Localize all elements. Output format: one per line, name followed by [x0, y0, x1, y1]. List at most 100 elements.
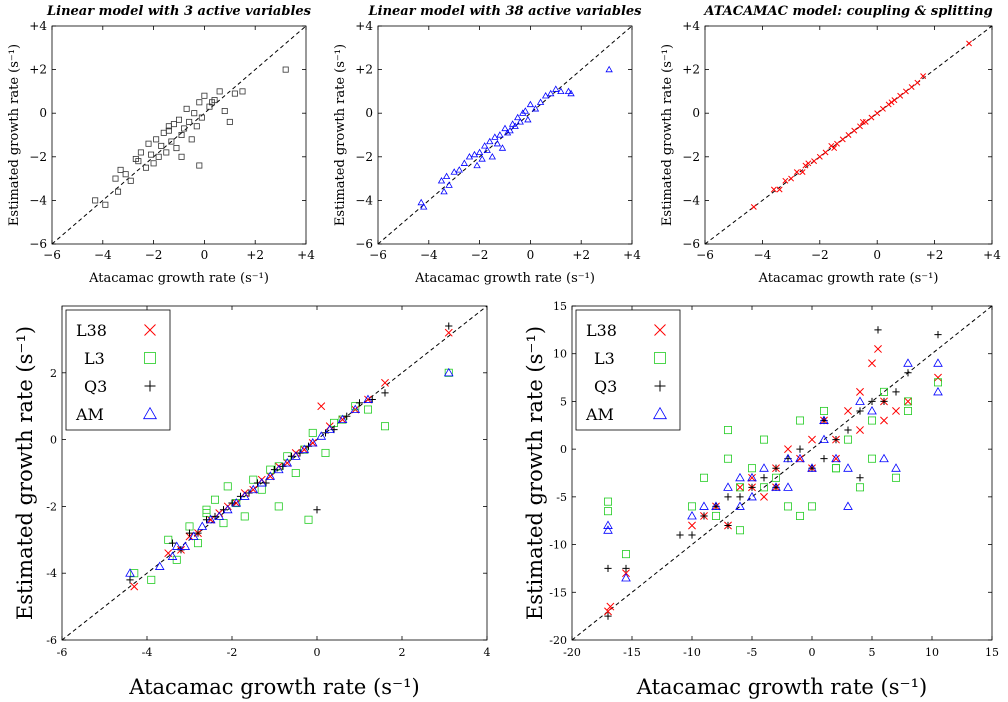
data-point	[170, 121, 177, 128]
data-point	[173, 145, 180, 152]
data-point	[856, 387, 864, 396]
data-point	[796, 416, 805, 425]
data-point	[736, 483, 745, 492]
data-point	[888, 99, 895, 106]
y-axis-label: Estimated growth rate (s⁻¹)	[523, 326, 547, 620]
data-point	[796, 511, 805, 520]
y-tick-label: -6	[46, 634, 57, 647]
data-point	[256, 478, 267, 487]
data-point	[604, 497, 613, 506]
data-point	[228, 499, 236, 507]
data-point	[290, 451, 301, 460]
data-point	[216, 88, 223, 95]
data-point	[324, 424, 335, 434]
data-point	[508, 120, 517, 127]
data-point	[130, 569, 139, 578]
data-point	[205, 514, 216, 524]
y-tick-label: -20	[549, 634, 567, 647]
data-point	[811, 158, 818, 165]
data-point	[291, 468, 300, 477]
axes-frame	[377, 25, 633, 245]
data-point	[219, 519, 228, 528]
data-point	[417, 198, 425, 206]
data-point	[832, 454, 840, 463]
y-tick-label: +4	[355, 19, 373, 33]
data-point	[782, 177, 789, 184]
data-point	[904, 369, 912, 377]
data-point	[239, 88, 246, 95]
data-point	[879, 105, 886, 112]
data-point	[874, 344, 882, 353]
data-point	[307, 437, 318, 447]
data-point	[236, 492, 245, 500]
data-point	[843, 501, 853, 510]
data-point	[526, 100, 535, 108]
data-point	[856, 483, 865, 492]
data-point	[257, 485, 266, 494]
data-point	[317, 402, 326, 411]
y-tick-label: +2	[682, 63, 700, 77]
data-point	[735, 472, 745, 482]
data-point	[147, 575, 156, 584]
data-point	[163, 149, 170, 156]
x-tick-label: −2	[811, 248, 829, 262]
data-point	[880, 387, 889, 396]
y-tick-label: -5	[556, 491, 567, 504]
data-point	[165, 123, 172, 130]
data-point	[283, 459, 292, 467]
data-point	[210, 495, 219, 504]
data-point	[266, 472, 275, 481]
data-point	[102, 201, 109, 208]
data-point	[338, 415, 347, 424]
data-point	[892, 407, 900, 415]
data-point	[700, 512, 708, 520]
y-tick-label: −4	[29, 193, 47, 207]
data-point	[221, 108, 228, 115]
data-point	[759, 463, 769, 472]
data-point	[834, 140, 840, 147]
data-point	[868, 397, 876, 406]
data-point	[776, 186, 783, 193]
x-tick-label: -4	[142, 646, 153, 659]
x-tick-label: +4	[623, 248, 641, 262]
legend-marker-q3	[144, 380, 156, 392]
data-point	[363, 394, 373, 403]
data-point	[180, 541, 191, 550]
data-point	[219, 506, 228, 514]
data-point	[700, 473, 709, 482]
data-point	[799, 169, 806, 176]
legend-label-l3: L3	[84, 349, 105, 368]
data-point	[380, 422, 389, 431]
x-axis-label: Atacamac growth rate (s⁻¹)	[758, 271, 939, 286]
data-point	[478, 155, 486, 162]
x-tick-label: 0	[201, 248, 209, 262]
x-tick-label: -20	[563, 646, 581, 659]
x-tick-label: -15	[623, 646, 641, 659]
data-point	[330, 425, 338, 434]
data-point	[313, 506, 321, 514]
data-point	[440, 187, 448, 195]
data-point	[135, 158, 142, 165]
y-axis-label: Estimated growth rate (s⁻¹)	[333, 44, 348, 226]
data-point	[605, 65, 613, 73]
data-point	[483, 146, 491, 153]
data-point	[874, 326, 882, 334]
data-point	[783, 453, 793, 463]
data-point	[724, 426, 733, 435]
y-tick-label: +4	[29, 19, 47, 33]
data-point	[194, 529, 202, 537]
data-point	[206, 515, 215, 524]
data-point	[112, 175, 119, 182]
data-point	[868, 416, 877, 425]
data-point	[445, 322, 453, 330]
data-point	[843, 463, 853, 472]
data-point	[197, 521, 208, 530]
data-point	[343, 412, 351, 420]
data-point	[239, 491, 250, 500]
legend-marker-l3	[654, 352, 666, 364]
data-point	[750, 203, 757, 210]
data-point	[784, 445, 792, 454]
chart-title: Linear model with 3 active variables	[46, 4, 312, 19]
data-point	[165, 127, 172, 134]
